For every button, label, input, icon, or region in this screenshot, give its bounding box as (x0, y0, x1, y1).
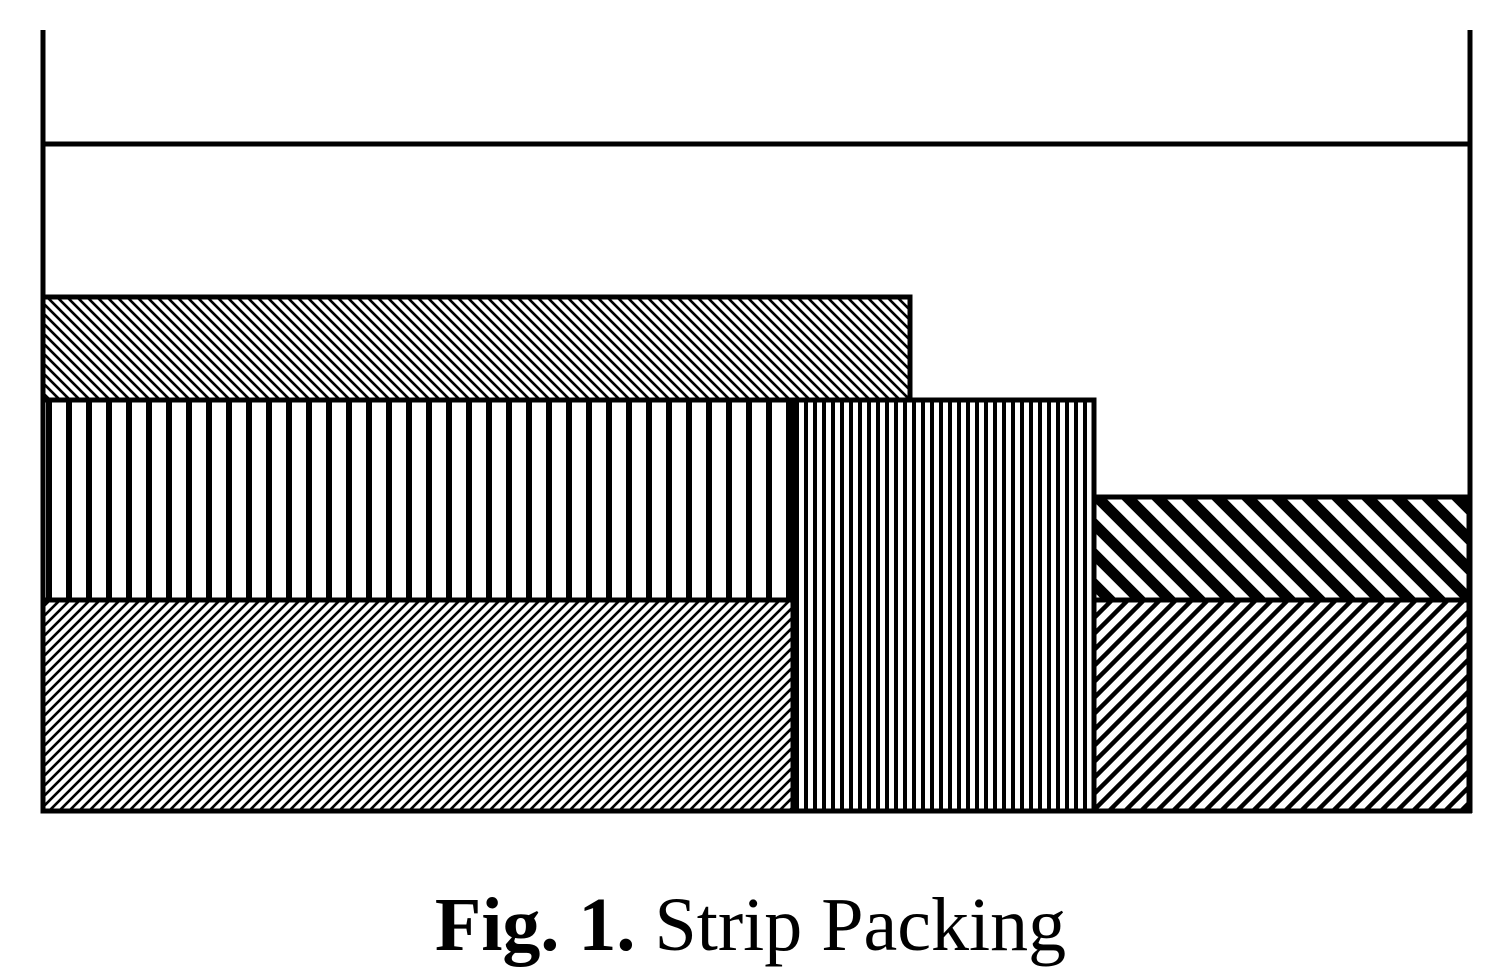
rect-top-left (40, 294, 913, 403)
rect-bottom-right (1091, 597, 1472, 814)
rect-top-right (1091, 494, 1472, 603)
rect-middle-left (40, 397, 796, 603)
rect-center-tall (790, 397, 1097, 814)
figure-caption-label: Fig. 1. (434, 883, 636, 967)
strip-packing-figure (40, 30, 1473, 814)
figure-caption: Fig. 1. Strip Packing (0, 880, 1501, 970)
rect-bottom-left (40, 597, 796, 814)
figure-caption-text: Strip Packing (654, 883, 1067, 967)
